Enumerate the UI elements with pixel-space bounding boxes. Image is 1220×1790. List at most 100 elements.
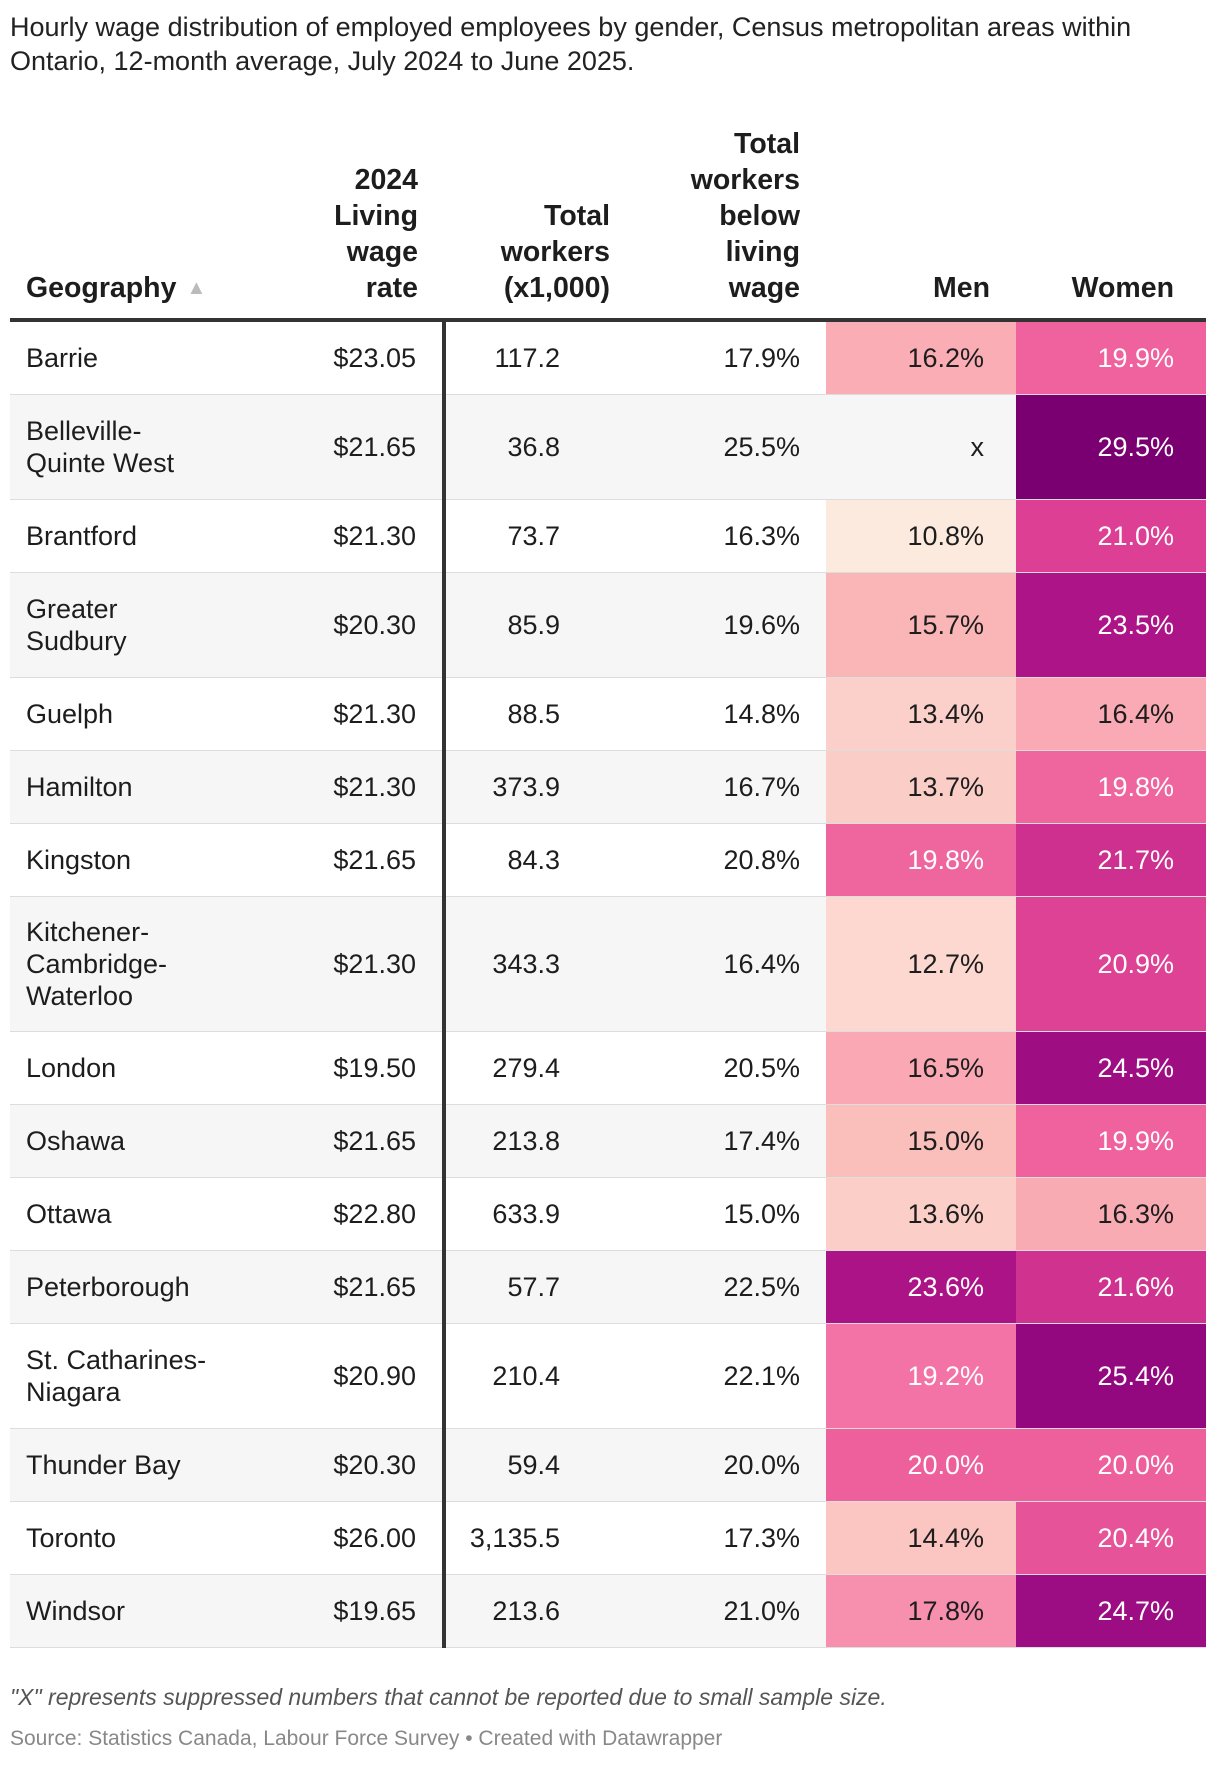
header-below-line: below (719, 200, 800, 232)
cell-women: 25.4% (1016, 1323, 1206, 1429)
table-row: Oshawa $21.65 213.8 17.4% 15.0% 19.9% (10, 1104, 1206, 1178)
cell-below: 20.8% (636, 823, 826, 897)
cell-rate: $23.05 (274, 320, 446, 395)
table-row: Windsor $19.65 213.6 21.0% 17.8% 24.7% (10, 1574, 1206, 1648)
cell-geography: Greater Sudbury (10, 572, 274, 678)
header-men[interactable]: Men (826, 126, 1016, 322)
chart-title: Hourly wage distribution of employed emp… (10, 12, 1132, 76)
header-rate[interactable]: 2024 Living wage rate (274, 126, 444, 322)
cell-below: 16.7% (636, 750, 826, 824)
cell-rate: $20.90 (274, 1323, 446, 1429)
header-women[interactable]: Women (1016, 126, 1206, 322)
header-rate-line: 2024 (354, 164, 418, 196)
geography-line: Oshawa (26, 1126, 126, 1156)
header-rate-line: wage (346, 236, 418, 268)
cell-men: 10.8% (826, 499, 1016, 573)
cell-total: 84.3 (444, 823, 636, 897)
table-row: Peterborough $21.65 57.7 22.5% 23.6% 21.6% (10, 1250, 1206, 1324)
geography-line: Kingston (26, 845, 132, 875)
cell-rate: $21.30 (274, 499, 446, 573)
cell-men: 13.6% (826, 1177, 1016, 1251)
cell-below: 14.8% (636, 677, 826, 751)
header-rate-line: Living (334, 200, 418, 232)
cell-total: 59.4 (444, 1428, 636, 1502)
header-below-line: living (725, 236, 800, 268)
sort-ascending-icon[interactable]: ▲ (186, 277, 207, 299)
cell-total: 36.8 (444, 394, 636, 500)
cell-women: 16.4% (1016, 677, 1206, 751)
header-below[interactable]: Total workers below living wage (636, 126, 826, 322)
cell-men: 19.8% (826, 823, 1016, 897)
chart-container: Hourly wage distribution of employed emp… (10, 0, 1220, 1751)
geography-line: Waterloo (26, 981, 134, 1011)
table-row: Hamilton $21.30 373.9 16.7% 13.7% 19.8% (10, 750, 1206, 824)
table-row: London $19.50 279.4 20.5% 16.5% 24.5% (10, 1031, 1206, 1105)
geography-line: Quinte West (26, 448, 175, 478)
cell-geography: Kingston (10, 823, 274, 897)
cell-men: x (826, 394, 1016, 500)
cell-men: 16.5% (826, 1031, 1016, 1105)
cell-rate: $20.30 (274, 572, 446, 678)
cell-women: 19.9% (1016, 320, 1206, 395)
cell-rate: $22.80 (274, 1177, 446, 1251)
cell-geography: Brantford (10, 499, 274, 573)
cell-rate: $21.30 (274, 896, 446, 1032)
cell-geography: Peterborough (10, 1250, 274, 1324)
cell-total: 3,135.5 (444, 1501, 636, 1575)
cell-total: 373.9 (444, 750, 636, 824)
geography-line: Cambridge- (26, 949, 168, 979)
cell-rate: $19.65 (274, 1574, 446, 1648)
cell-total: 210.4 (444, 1323, 636, 1429)
cell-below: 17.9% (636, 320, 826, 395)
cell-below: 25.5% (636, 394, 826, 500)
cell-below: 21.0% (636, 1574, 826, 1648)
cell-women: 24.5% (1016, 1031, 1206, 1105)
geography-line: Barrie (26, 343, 99, 373)
cell-women: 16.3% (1016, 1177, 1206, 1251)
cell-women: 21.7% (1016, 823, 1206, 897)
header-geography[interactable]: Geography ▲ (10, 126, 274, 322)
geography-line: Hamilton (26, 772, 133, 802)
cell-below: 15.0% (636, 1177, 826, 1251)
cell-total: 88.5 (444, 677, 636, 751)
cell-rate: $19.50 (274, 1031, 446, 1105)
cell-below: 17.4% (636, 1104, 826, 1178)
header-total[interactable]: Total workers (x1,000) (444, 126, 636, 322)
geography-line: Sudbury (26, 626, 127, 656)
footnote: "X" represents suppressed numbers that c… (10, 1684, 887, 1710)
cell-geography: Guelph (10, 677, 274, 751)
cell-below: 17.3% (636, 1501, 826, 1575)
cell-men: 13.7% (826, 750, 1016, 824)
geography-line: Toronto (26, 1523, 117, 1553)
cell-geography: Oshawa (10, 1104, 274, 1178)
source-line: Source: Statistics Canada, Labour Force … (10, 1727, 723, 1750)
header-rate-line: rate (365, 272, 418, 304)
cell-below: 22.5% (636, 1250, 826, 1324)
geography-line: Thunder Bay (26, 1450, 181, 1480)
header-total-line: workers (500, 236, 610, 268)
cell-women: 19.8% (1016, 750, 1206, 824)
cell-geography: London (10, 1031, 274, 1105)
cell-below: 19.6% (636, 572, 826, 678)
geography-line: Brantford (26, 521, 138, 551)
cell-geography: Barrie (10, 320, 274, 395)
table-row: Ottawa $22.80 633.9 15.0% 13.6% 16.3% (10, 1177, 1206, 1251)
geography-line: St. Catharines- (26, 1345, 207, 1375)
header-row: Geography ▲ 2024 Living wage rate Total w… (10, 126, 1206, 322)
cell-rate: $26.00 (274, 1501, 446, 1575)
cell-geography: Hamilton (10, 750, 274, 824)
table-body: Barrie $23.05 117.2 17.9% 16.2% 19.9% Bellevil… (10, 320, 1206, 1648)
cell-geography: Windsor (10, 1574, 274, 1648)
cell-women: 23.5% (1016, 572, 1206, 678)
cell-geography: Belleville- Quinte West (10, 394, 274, 500)
table-row: Toronto $26.00 3,135.5 17.3% 14.4% 20.4% (10, 1501, 1206, 1575)
data-table: Geography ▲ 2024 Living wage rate Total w… (10, 126, 1206, 1648)
table-row: Belleville- Quinte West $21.65 36.8 25.5% x 29… (10, 394, 1206, 500)
cell-geography: Kitchener- Cambridge- Waterloo (10, 896, 274, 1032)
cell-total: 85.9 (444, 572, 636, 678)
header-geography-label: Geography (26, 272, 177, 304)
geography-line: Windsor (26, 1596, 126, 1626)
cell-total: 117.2 (444, 320, 636, 395)
cell-rate: $21.30 (274, 677, 446, 751)
geography-line: Greater (26, 594, 118, 624)
